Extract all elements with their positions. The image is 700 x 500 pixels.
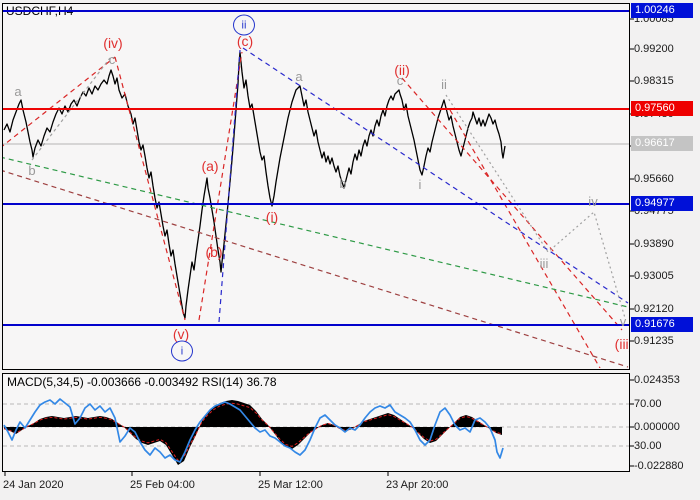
time-axis-label: 24 Jan 2020 xyxy=(3,479,64,491)
price-tick-label: 0.99200 xyxy=(634,43,674,55)
macd-scale-label: 0.024353 xyxy=(634,374,680,386)
price-tick-label: 1.00085 xyxy=(634,13,674,25)
price-tick-label: 0.92120 xyxy=(634,303,674,315)
macd-rsi-values-label: MACD(5,34,5) -0.003666 -0.003492 RSI(14)… xyxy=(7,375,277,389)
time-axis-label: 25 Mar 12:00 xyxy=(258,479,323,491)
time-axis-label: 25 Feb 04:00 xyxy=(130,479,195,491)
price-level-badge: 0.97560 xyxy=(631,101,693,116)
price-level-badge: 0.91676 xyxy=(631,317,693,332)
symbol-timeframe-label: USDCHF,H4 xyxy=(6,4,74,18)
main-chart-panel xyxy=(2,3,630,370)
price-tick-label: 0.93890 xyxy=(634,238,674,250)
price-tick-label: 0.98315 xyxy=(634,75,674,87)
price-tick-label: 0.91235 xyxy=(634,335,674,347)
price-tick-label: 0.94775 xyxy=(634,205,674,217)
time-axis-label: 23 Apr 20:00 xyxy=(386,479,449,491)
macd-scale-label: -0.022880 xyxy=(634,460,684,472)
price-tick-label: 0.96545 xyxy=(634,140,674,152)
price-level-badge: 0.94977 xyxy=(631,196,693,211)
price-tick-label: 0.95660 xyxy=(634,173,674,185)
price-tick-label: 0.93005 xyxy=(634,270,674,282)
macd-scale-label: 30.00 xyxy=(634,440,662,452)
macd-scale-label: 70.00 xyxy=(634,398,662,410)
price-tick-label: 0.97430 xyxy=(634,108,674,120)
macd-scale-label: 0.000000 xyxy=(634,421,680,433)
price-level-badge: 1.00246 xyxy=(631,3,693,18)
price-level-badge: 0.96617 xyxy=(631,136,693,151)
